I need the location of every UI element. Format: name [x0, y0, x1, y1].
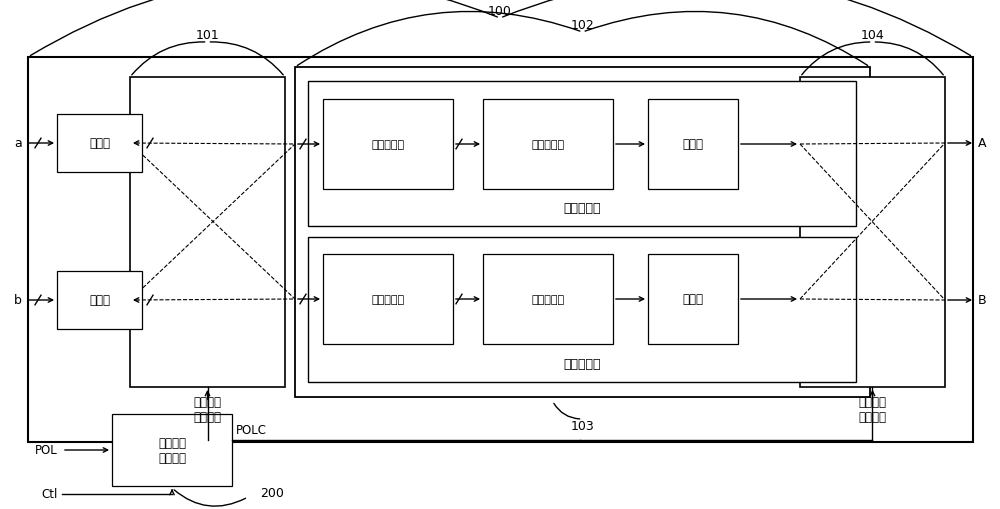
Text: 100: 100: [488, 5, 512, 18]
Text: a: a: [14, 137, 22, 150]
Bar: [57, 271, 142, 329]
Text: 数模转换器: 数模转换器: [531, 140, 565, 150]
Text: 数模转换器: 数模转换器: [531, 294, 565, 304]
Text: 第二通道
选择模块: 第二通道 选择模块: [858, 395, 886, 423]
Text: 电平位移器: 电平位移器: [371, 294, 405, 304]
Bar: [28, 58, 973, 442]
Text: 缓存器: 缓存器: [89, 294, 110, 307]
Bar: [112, 414, 232, 486]
Bar: [323, 100, 453, 190]
Text: 102: 102: [571, 19, 594, 32]
Bar: [648, 254, 738, 344]
Text: 缓存器: 缓存器: [682, 138, 704, 151]
Text: 103: 103: [571, 419, 594, 432]
Text: 104: 104: [861, 29, 884, 42]
Text: 101: 101: [196, 29, 219, 42]
Bar: [648, 100, 738, 190]
Bar: [295, 68, 870, 397]
Text: 负电压通道: 负电压通道: [563, 357, 601, 370]
Bar: [308, 238, 856, 382]
Text: 缓存器: 缓存器: [682, 293, 704, 306]
Text: 电平位移器: 电平位移器: [371, 140, 405, 150]
Bar: [483, 254, 613, 344]
Text: 第一通道
选择模块: 第一通道 选择模块: [194, 395, 222, 423]
Text: 正电压通道: 正电压通道: [563, 202, 601, 215]
Text: b: b: [14, 294, 22, 307]
Bar: [57, 115, 142, 173]
Text: 200: 200: [260, 486, 284, 499]
Text: B: B: [978, 294, 987, 307]
Bar: [130, 78, 285, 387]
Bar: [800, 78, 945, 387]
Text: 极性信号
控制单元: 极性信号 控制单元: [158, 436, 186, 464]
Bar: [308, 82, 856, 227]
Text: POL: POL: [35, 444, 58, 457]
Text: 缓存器: 缓存器: [89, 137, 110, 150]
Text: Ctl: Ctl: [42, 488, 58, 500]
Text: A: A: [978, 137, 986, 150]
Bar: [483, 100, 613, 190]
Text: POLC: POLC: [236, 423, 267, 436]
Bar: [323, 254, 453, 344]
